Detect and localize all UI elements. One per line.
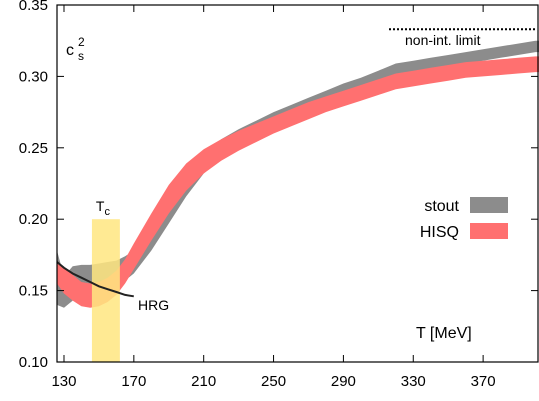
x-tick-label: 290 (331, 373, 356, 390)
tc-region (91, 219, 120, 362)
legend-label-hisq: HISQ (420, 224, 459, 241)
hrg-layer: HRG (56, 261, 169, 313)
y-tick-label: 0.10 (19, 354, 48, 371)
legend-swatch-hisq (470, 223, 508, 239)
y-tick-label: 0.35 (19, 0, 48, 14)
axes: 0.10 0.15 0.20 0.25 0.30 0.35 130 170 210 250 290 3… (19, 0, 539, 390)
annotation-layer: non-int. limit c 2 s T [MeV] (66, 28, 536, 342)
legend-label-stout: stout (424, 198, 459, 215)
band-hisq (57, 56, 539, 308)
line-hrg (56, 261, 134, 298)
x-tick-label: 330 (401, 373, 426, 390)
x-tick-label: 370 (471, 373, 496, 390)
legend: stout HISQ (420, 197, 508, 241)
x-tick-label: 250 (261, 373, 286, 390)
y-tick-label: 0.25 (19, 140, 48, 157)
y-tick-label: 0.30 (19, 68, 48, 85)
non-int-limit-label: non-int. limit (405, 32, 481, 48)
x-tick-label: 210 (191, 373, 216, 390)
plot-frame (56, 4, 539, 363)
y-tick-label: 0.20 (19, 211, 48, 228)
x-tick-label: 130 (51, 373, 76, 390)
x-axis-label: T [MeV] (416, 325, 472, 342)
data-bands (57, 40, 539, 308)
hrg-label: HRG (138, 297, 169, 313)
tc-layer: Tc (91, 198, 120, 362)
legend-swatch-stout (470, 197, 508, 213)
x-tick-label: 170 (121, 373, 146, 390)
tc-label: Tc (96, 198, 111, 218)
y-tick-label: 0.15 (19, 283, 48, 300)
